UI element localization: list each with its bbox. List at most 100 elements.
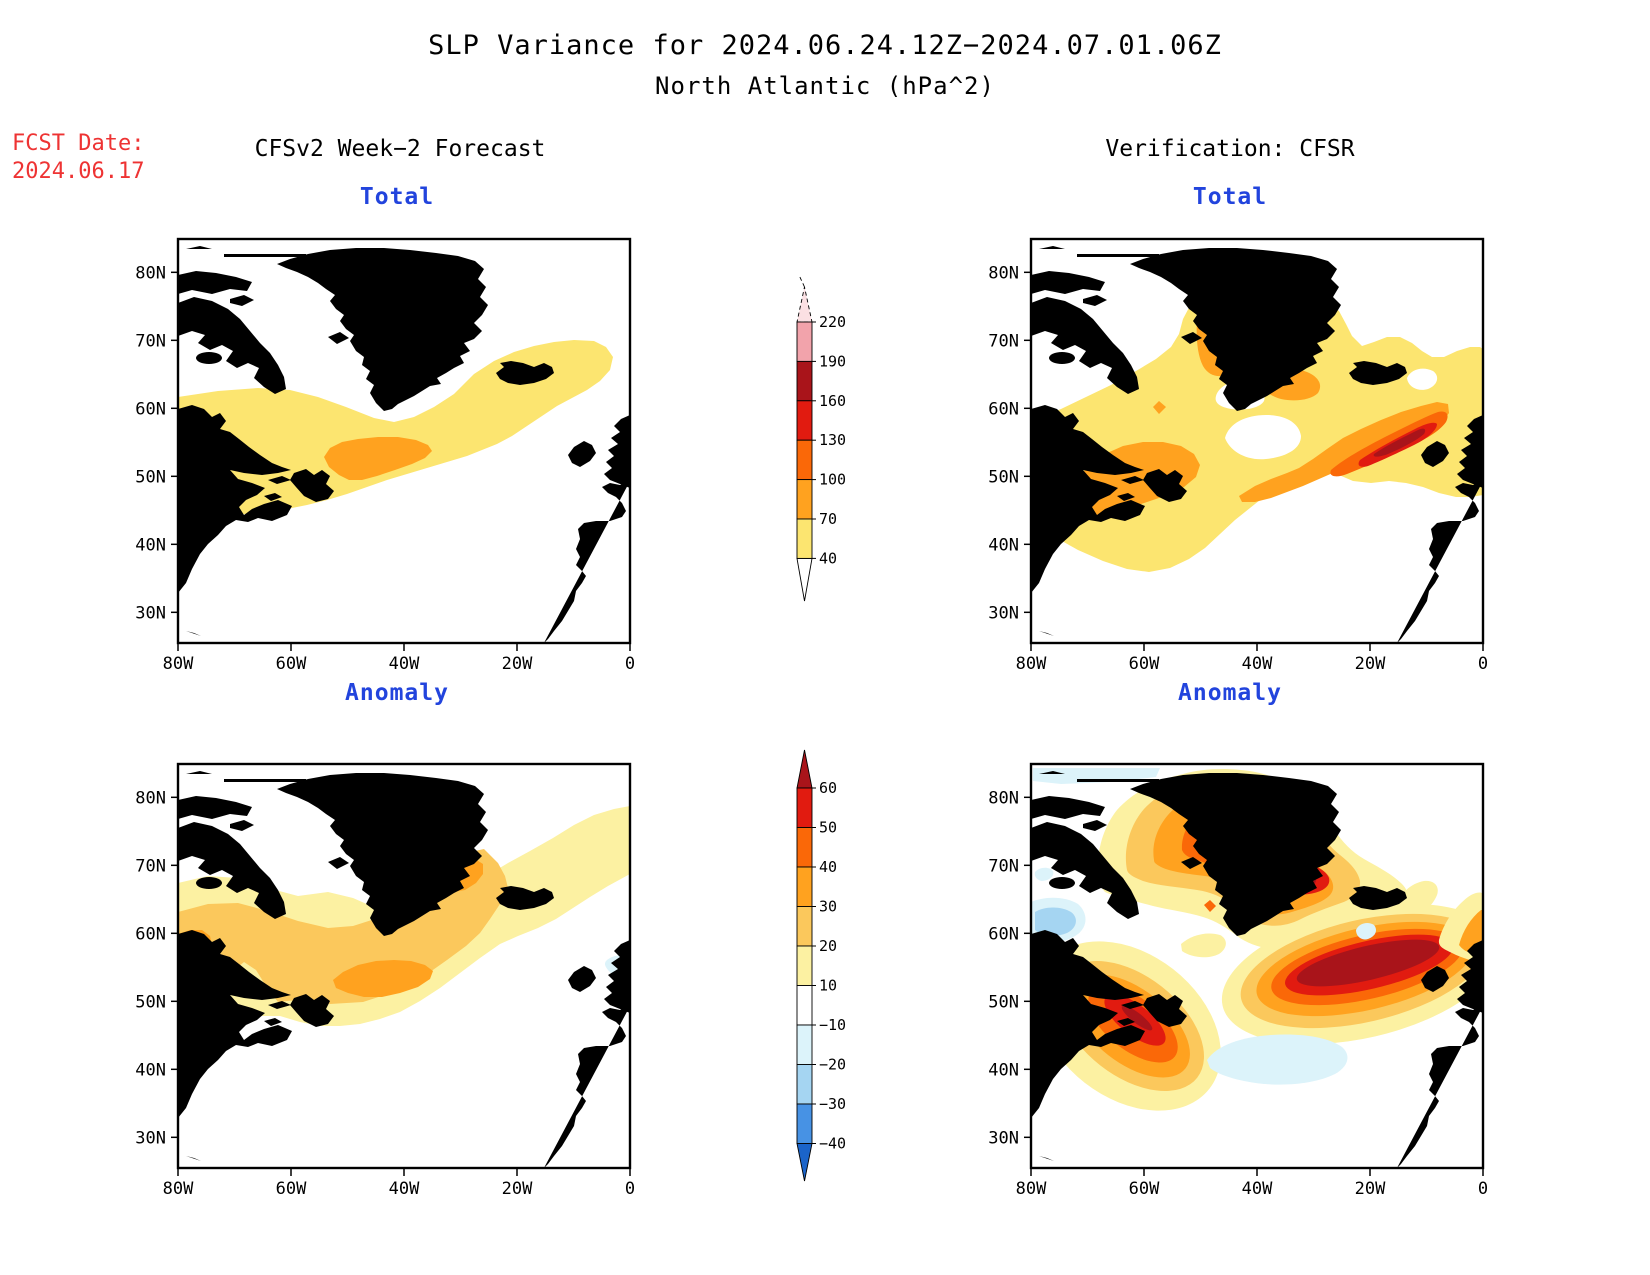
map-content — [178, 246, 630, 643]
colorbar-segment — [796, 400, 813, 441]
contour-total-70-dot — [1153, 401, 1166, 414]
lat-tick-label: 30N — [135, 603, 166, 623]
lon-tick-label: 60W — [276, 1179, 307, 1199]
lon-tick-label: 80W — [163, 1179, 194, 1199]
colorbar-segment — [796, 985, 813, 1026]
contour-anom-40-dot — [1204, 900, 1216, 912]
contour-anom-30-central — [333, 960, 433, 997]
map-content — [1031, 768, 1483, 1168]
lon-tick-label: 0 — [1478, 1179, 1488, 1199]
colorbar-tick-label: −20 — [819, 1056, 846, 1074]
figure-title: SLP Variance for 2024.06.24.12Z−2024.07.… — [428, 30, 1222, 61]
colorbar-segment — [796, 827, 813, 868]
lat-tick-label: 80N — [988, 788, 1019, 808]
forecast-date-value: 2024.06.17 — [12, 159, 145, 184]
lon-tick-label: 20W — [1355, 654, 1386, 674]
lat-tick-label: 60N — [135, 924, 166, 944]
lat-tick-label: 40N — [988, 535, 1019, 555]
map-content — [178, 771, 630, 1168]
colorbar-above-arrow — [796, 286, 813, 323]
axis-labels: 80N 70N 60N 50N 40N 30N 80W 60W 40W 20W 0 — [135, 788, 635, 1199]
column-header-forecast: CFSv2 Week−2 Forecast — [254, 136, 546, 162]
contour-anom-neg10-60n10w — [1356, 922, 1376, 940]
colorbar-tick-label: 70 — [819, 510, 837, 528]
lat-tick-label: 80N — [988, 263, 1019, 283]
colorbar-segment — [796, 945, 813, 986]
colorbar-anomaly: 60 50 40 30 20 10 −10 −20 −30 −40 — [796, 749, 846, 1182]
lon-tick-label: 0 — [625, 1179, 635, 1199]
lon-tick-label: 60W — [276, 654, 307, 674]
lat-tick-label: 60N — [988, 399, 1019, 419]
colorbar-segment — [796, 479, 813, 520]
colorbar-above-arrow — [796, 749, 813, 789]
colorbar-segment — [796, 1103, 813, 1144]
colorbar-segment — [796, 439, 813, 481]
lat-tick-label: 60N — [135, 399, 166, 419]
lat-tick-label: 30N — [988, 1128, 1019, 1148]
figure-subtitle: North Atlantic (hPa^2) — [655, 72, 995, 100]
colorbar-segment — [796, 321, 813, 362]
contour-total-40 — [178, 340, 613, 517]
column-header-verification: Verification: CFSR — [1105, 136, 1355, 162]
lon-tick-label: 60W — [1129, 654, 1160, 674]
lon-tick-label: 0 — [625, 654, 635, 674]
forecast-date-label: FCST Date: — [12, 131, 145, 156]
colorbar-tick-label: −30 — [819, 1095, 846, 1113]
lat-tick-label: 40N — [135, 1060, 166, 1080]
lat-tick-label: 30N — [988, 603, 1019, 623]
lon-tick-label: 40W — [1242, 654, 1273, 674]
lat-tick-label: 70N — [135, 856, 166, 876]
contour-anom-60-storm — [1296, 939, 1440, 987]
colorbar-tick-label: 40 — [819, 858, 837, 876]
contour-anom-20 — [178, 849, 508, 1004]
lat-tick-label: 30N — [135, 1128, 166, 1148]
panel-label-verification-anomaly: Anomaly — [1178, 680, 1282, 706]
contour-total-70-storm — [1239, 402, 1449, 502]
colorbar-above-dash — [798, 275, 805, 288]
contour-anom-neg20-davis — [1035, 907, 1076, 936]
contour-total-160-storm — [1373, 428, 1426, 457]
panel-label-forecast-anomaly: Anomaly — [345, 680, 449, 706]
colorbar-tick-label: 40 — [819, 549, 837, 567]
lat-tick-label: 50N — [988, 992, 1019, 1012]
lat-tick-label: 40N — [135, 535, 166, 555]
lon-tick-label: 0 — [1478, 654, 1488, 674]
colorbar-tick-label: 50 — [819, 819, 837, 837]
lon-tick-label: 80W — [1016, 1179, 1047, 1199]
map-content — [1031, 246, 1483, 643]
lon-tick-label: 20W — [502, 1179, 533, 1199]
lat-tick-label: 70N — [988, 856, 1019, 876]
lat-tick-label: 50N — [135, 992, 166, 1012]
colorbar-tick-label: 60 — [819, 779, 837, 797]
colorbar-tick-label: 20 — [819, 937, 837, 955]
colorbar-segment — [796, 866, 813, 907]
panel-label-forecast-total: Total — [359, 184, 435, 210]
lat-tick-label: 80N — [135, 788, 166, 808]
contour-anom-60-sw — [1121, 1005, 1153, 1031]
contour-anom-neg10-central — [1207, 1034, 1348, 1085]
colorbar-segment — [796, 360, 813, 402]
map-verification-anomaly: 80N 70N 60N 50N 40N 30N 80W 60W 40W 20W 0 — [988, 762, 1488, 1199]
colorbar-tick-label: −10 — [819, 1016, 846, 1034]
colorbar-below-arrow — [796, 1143, 813, 1182]
colorbar-tick-label: 100 — [819, 471, 846, 489]
lon-tick-label: 40W — [389, 1179, 420, 1199]
lat-tick-label: 70N — [988, 331, 1019, 351]
lat-tick-label: 70N — [135, 331, 166, 351]
lon-tick-label: 80W — [1016, 654, 1047, 674]
lon-tick-label: 80W — [163, 654, 194, 674]
panel-label-verification-total: Total — [1192, 184, 1268, 210]
contour-total-70 — [324, 437, 432, 480]
lat-tick-label: 60N — [988, 924, 1019, 944]
lon-tick-label: 40W — [1242, 1179, 1273, 1199]
colorbar-segment — [796, 906, 813, 947]
lon-tick-label: 40W — [389, 654, 420, 674]
lat-tick-label: 40N — [988, 1060, 1019, 1080]
colorbar-tick-label: 220 — [819, 313, 846, 331]
axis-labels: 80N 70N 60N 50N 40N 30N 80W 60W 40W 20W 0 — [988, 788, 1488, 1199]
axis-labels: 80N 70N 60N 50N 40N 30N 80W 60W 40W 20W 0 — [135, 263, 635, 674]
map-forecast-total: 80N 70N 60N 50N 40N 30N 80W 60W 40W 20W 0 — [135, 237, 635, 674]
colorbar-segment — [796, 787, 813, 828]
lat-tick-label: 50N — [135, 467, 166, 487]
colorbar-tick-label: 30 — [819, 898, 837, 916]
